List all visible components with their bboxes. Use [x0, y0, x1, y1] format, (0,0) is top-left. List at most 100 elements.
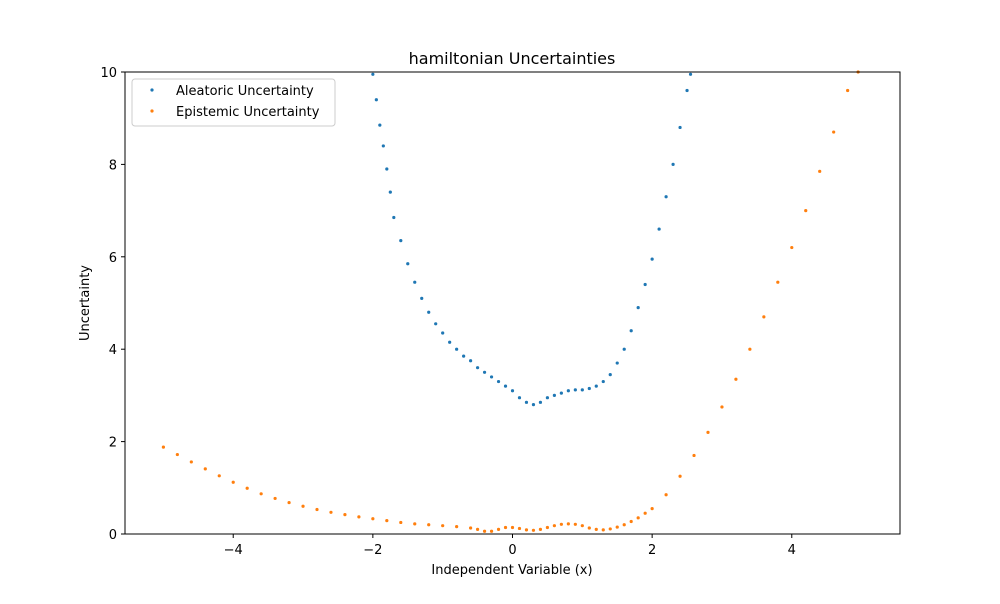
data-point — [573, 522, 577, 526]
data-point — [475, 366, 480, 370]
data-point — [790, 245, 794, 250]
data-point — [650, 506, 654, 511]
y-tick-label: 8 — [109, 158, 117, 173]
x-tick-label: 0 — [508, 543, 516, 558]
data-point — [552, 393, 556, 397]
data-point — [538, 400, 543, 404]
data-point — [832, 130, 836, 134]
data-point — [329, 510, 333, 514]
data-point — [580, 388, 584, 392]
legend-label-epistemic: Epistemic Uncertainty — [176, 105, 320, 120]
data-point — [503, 384, 508, 388]
y-axis-ticks: 0 2 4 6 8 10 — [100, 66, 125, 543]
data-point — [566, 389, 570, 393]
data-point — [434, 322, 438, 326]
y-tick-label: 4 — [109, 343, 117, 358]
legend-marker-aleatoric — [150, 88, 154, 92]
data-point — [748, 347, 752, 351]
data-point — [818, 169, 822, 173]
data-point — [622, 347, 626, 351]
data-point — [643, 282, 647, 287]
data-point — [594, 527, 598, 531]
data-point — [392, 215, 396, 220]
data-point — [413, 522, 417, 526]
x-axis-ticks: −4 −2 0 2 4 — [224, 534, 796, 558]
data-point — [475, 527, 480, 531]
data-point — [441, 331, 445, 335]
data-point — [489, 375, 494, 379]
data-point — [601, 379, 605, 384]
data-point — [622, 523, 626, 527]
data-point — [594, 384, 598, 388]
data-point — [587, 526, 591, 530]
data-point — [762, 315, 766, 319]
data-point — [688, 72, 693, 76]
data-point — [734, 377, 738, 381]
data-point — [601, 528, 605, 532]
data-point — [804, 209, 808, 213]
plot-area — [124, 70, 901, 535]
data-point — [657, 227, 661, 231]
data-point — [545, 396, 550, 400]
data-point — [671, 162, 675, 166]
data-point — [664, 493, 668, 497]
data-point — [685, 88, 689, 93]
data-point — [496, 379, 501, 384]
x-tick-label: 2 — [648, 543, 656, 558]
data-point — [615, 525, 619, 529]
data-point — [636, 306, 640, 310]
data-point — [217, 474, 221, 478]
y-tick-label: 2 — [109, 436, 117, 451]
data-point — [538, 527, 543, 531]
data-point — [720, 405, 724, 409]
data-point — [406, 262, 410, 266]
x-tick-label: 4 — [788, 543, 796, 558]
y-axis-label: Uncertainty — [78, 265, 93, 341]
data-point — [399, 239, 403, 243]
data-point — [496, 527, 501, 531]
data-point — [462, 354, 466, 358]
data-point — [371, 517, 375, 521]
data-point — [385, 519, 389, 523]
y-tick-label: 0 — [109, 528, 117, 543]
data-point — [189, 460, 193, 464]
data-point — [846, 88, 850, 93]
data-point — [374, 98, 378, 102]
data-point — [692, 453, 696, 458]
data-point — [552, 524, 556, 528]
data-point — [287, 500, 291, 505]
data-point — [531, 403, 536, 407]
data-point — [524, 528, 529, 532]
data-point — [545, 525, 550, 530]
data-point — [608, 373, 612, 377]
data-point — [629, 519, 633, 524]
data-point — [203, 467, 207, 471]
data-point — [566, 522, 570, 526]
data-point — [381, 144, 385, 148]
data-point — [259, 492, 263, 496]
data-point — [531, 528, 536, 532]
data-point — [315, 507, 319, 512]
y-tick-label: 6 — [109, 251, 117, 266]
data-point — [608, 527, 612, 531]
data-point — [175, 452, 179, 457]
data-point — [301, 504, 305, 508]
data-point — [420, 296, 424, 300]
data-point — [455, 347, 459, 351]
legend-label-aleatoric: Aleatoric Uncertainty — [176, 84, 314, 99]
data-point — [245, 486, 249, 490]
data-point — [636, 516, 640, 520]
data-point — [441, 524, 445, 528]
series-epistemic — [161, 70, 860, 533]
data-point — [629, 329, 633, 333]
data-point — [517, 526, 522, 531]
x-tick-label: −2 — [363, 543, 382, 558]
data-point — [378, 123, 382, 127]
data-points-layer — [161, 70, 860, 533]
data-point — [678, 125, 682, 130]
data-point — [371, 72, 375, 76]
data-point — [776, 280, 780, 284]
legend-marker-epistemic — [150, 109, 154, 113]
